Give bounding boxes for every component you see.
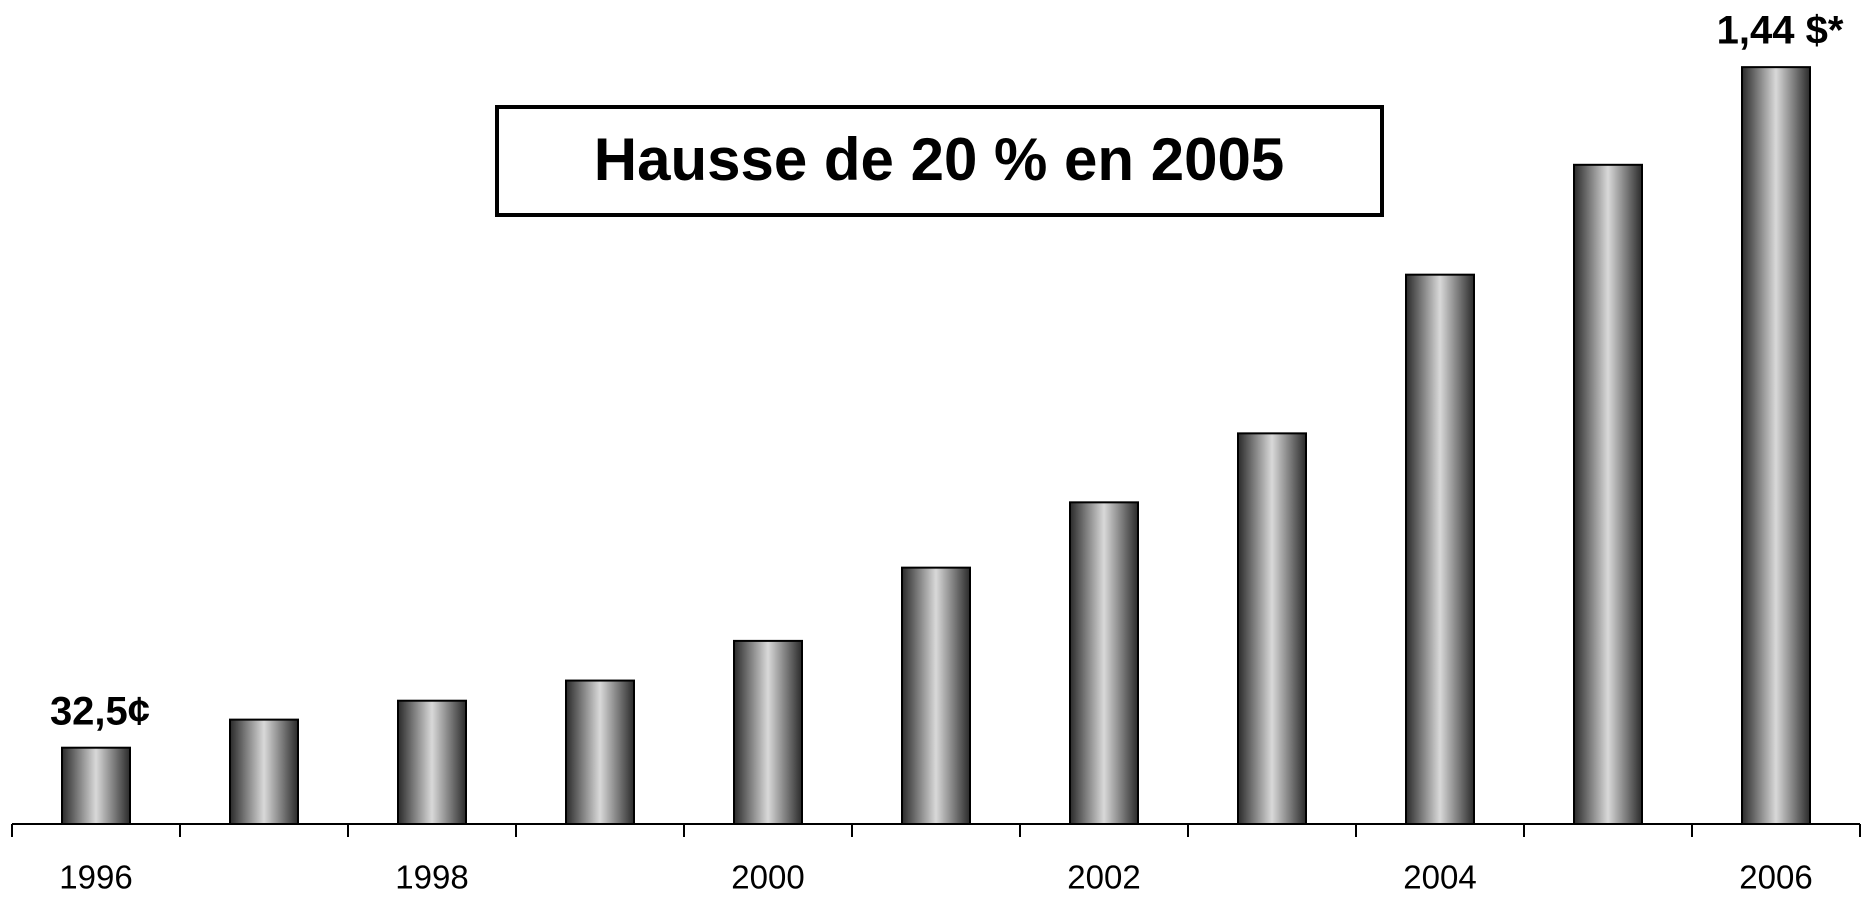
x-tick-label: 2004 bbox=[1403, 859, 1476, 896]
annotation-box bbox=[495, 105, 1384, 217]
x-tick-label: 1998 bbox=[395, 859, 468, 896]
value-label: 1,44 $* bbox=[1717, 9, 1844, 53]
bar bbox=[1573, 163, 1643, 826]
bar bbox=[1741, 66, 1811, 825]
x-tick-label: 2006 bbox=[1739, 859, 1812, 896]
bar bbox=[1069, 501, 1139, 825]
bar bbox=[733, 639, 803, 826]
bar bbox=[1405, 273, 1475, 825]
x-tick-label: 1996 bbox=[59, 859, 132, 896]
x-tick-label: 2000 bbox=[731, 859, 804, 896]
bar bbox=[61, 746, 131, 825]
bar bbox=[229, 718, 299, 825]
bar bbox=[397, 699, 467, 826]
value-label: 32,5¢ bbox=[50, 689, 150, 733]
x-tick-label: 2002 bbox=[1067, 859, 1140, 896]
bar bbox=[901, 566, 971, 826]
annotation: Hausse de 20 % en 2005 bbox=[594, 126, 1284, 193]
bar bbox=[565, 679, 635, 826]
bar bbox=[1237, 432, 1307, 825]
